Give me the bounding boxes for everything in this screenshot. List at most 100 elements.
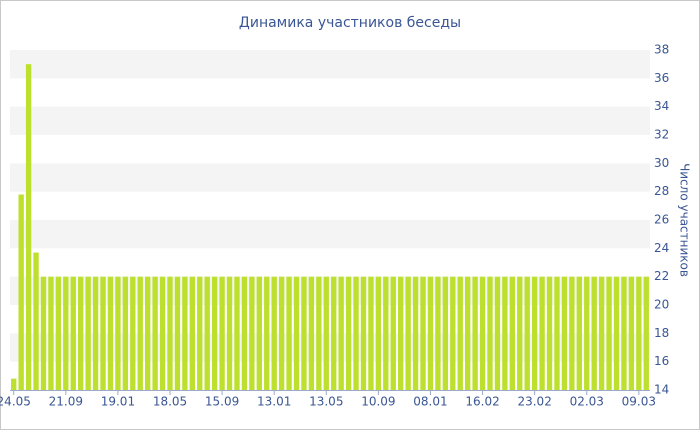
bar	[524, 276, 530, 390]
x-tick-label: 24.05	[0, 395, 31, 409]
bar	[55, 276, 62, 390]
x-tick-label: 13.01	[257, 395, 291, 409]
y-tick-label: 30	[654, 156, 669, 170]
bar	[375, 276, 382, 390]
bar	[152, 276, 158, 390]
y-tick-label: 26	[654, 213, 669, 227]
bar	[338, 276, 344, 390]
y-tick-label: 18	[654, 326, 669, 340]
bar	[606, 276, 612, 390]
bar	[25, 64, 32, 391]
bar	[286, 276, 292, 390]
bar	[85, 276, 91, 390]
bar	[70, 276, 76, 390]
bar	[435, 276, 441, 390]
bar	[554, 276, 560, 390]
bar	[509, 276, 516, 390]
x-tick-label: 23.02	[517, 395, 551, 409]
bar	[100, 276, 106, 390]
bar	[144, 276, 151, 390]
bar	[584, 276, 590, 390]
y-axis-label: Число участников	[678, 163, 692, 277]
bar	[531, 276, 538, 390]
y-tick-label: 22	[654, 269, 669, 283]
bar	[278, 276, 285, 390]
bar	[621, 276, 627, 390]
x-tick-label: 21.09	[49, 395, 83, 409]
bar	[211, 276, 218, 390]
bar	[636, 276, 642, 390]
bar	[464, 276, 471, 390]
x-tick-label: 13.05	[309, 395, 343, 409]
bar	[405, 276, 411, 390]
bar	[360, 276, 367, 390]
grid-band	[10, 333, 650, 362]
bar	[598, 276, 605, 390]
bar	[182, 276, 188, 390]
y-tick-label: 14	[654, 383, 669, 397]
x-tick-label: 09.03	[622, 395, 656, 409]
x-tick-label: 08.01	[413, 395, 447, 409]
bar	[457, 276, 463, 390]
bar	[256, 276, 262, 390]
bar	[494, 276, 501, 390]
bar	[241, 276, 248, 390]
y-tick-label: 24	[654, 241, 669, 255]
bar	[197, 276, 203, 390]
bar	[569, 276, 575, 390]
bar	[78, 276, 84, 390]
bar	[427, 276, 434, 390]
bar	[249, 276, 255, 390]
bar	[591, 276, 597, 390]
y-tick-label: 32	[654, 128, 669, 142]
bar	[316, 276, 322, 390]
bar	[613, 276, 620, 390]
grid-band	[10, 163, 650, 192]
bar	[40, 276, 47, 390]
bar	[107, 276, 114, 390]
bar	[167, 276, 173, 390]
bar	[368, 276, 374, 390]
bar	[174, 276, 181, 390]
bar	[345, 276, 352, 390]
bar	[576, 276, 582, 390]
bar	[115, 276, 121, 390]
bar	[264, 276, 270, 390]
bar	[643, 276, 649, 390]
bar	[398, 276, 404, 390]
bar	[293, 276, 300, 390]
y-tick-label: 34	[654, 99, 669, 113]
y-tick-label: 16	[654, 354, 669, 368]
bar	[159, 276, 166, 390]
bar	[92, 276, 99, 390]
bar	[628, 276, 635, 390]
bar	[130, 276, 136, 390]
bar	[353, 276, 359, 390]
bar	[137, 276, 143, 390]
grid-band	[10, 106, 650, 135]
bar	[48, 276, 54, 390]
bar	[271, 276, 277, 390]
bar	[301, 276, 307, 390]
bar	[11, 378, 17, 390]
bar	[487, 276, 493, 390]
y-tick-label: 20	[654, 298, 669, 312]
bar	[189, 276, 196, 390]
bar	[226, 276, 233, 390]
grid-band	[10, 220, 650, 249]
bar	[450, 276, 456, 390]
x-tick-label: 10.09	[361, 395, 395, 409]
bar	[331, 276, 337, 390]
grid-band	[10, 276, 650, 305]
bar	[390, 276, 396, 390]
bar	[63, 276, 69, 390]
x-tick-label: 02.03	[570, 395, 604, 409]
bar	[308, 276, 315, 390]
x-tick-label: 19.01	[101, 395, 135, 409]
bar	[442, 276, 449, 390]
bar	[472, 276, 478, 390]
grid-band	[10, 50, 650, 79]
chart-title: Динамика участников беседы	[239, 15, 461, 31]
